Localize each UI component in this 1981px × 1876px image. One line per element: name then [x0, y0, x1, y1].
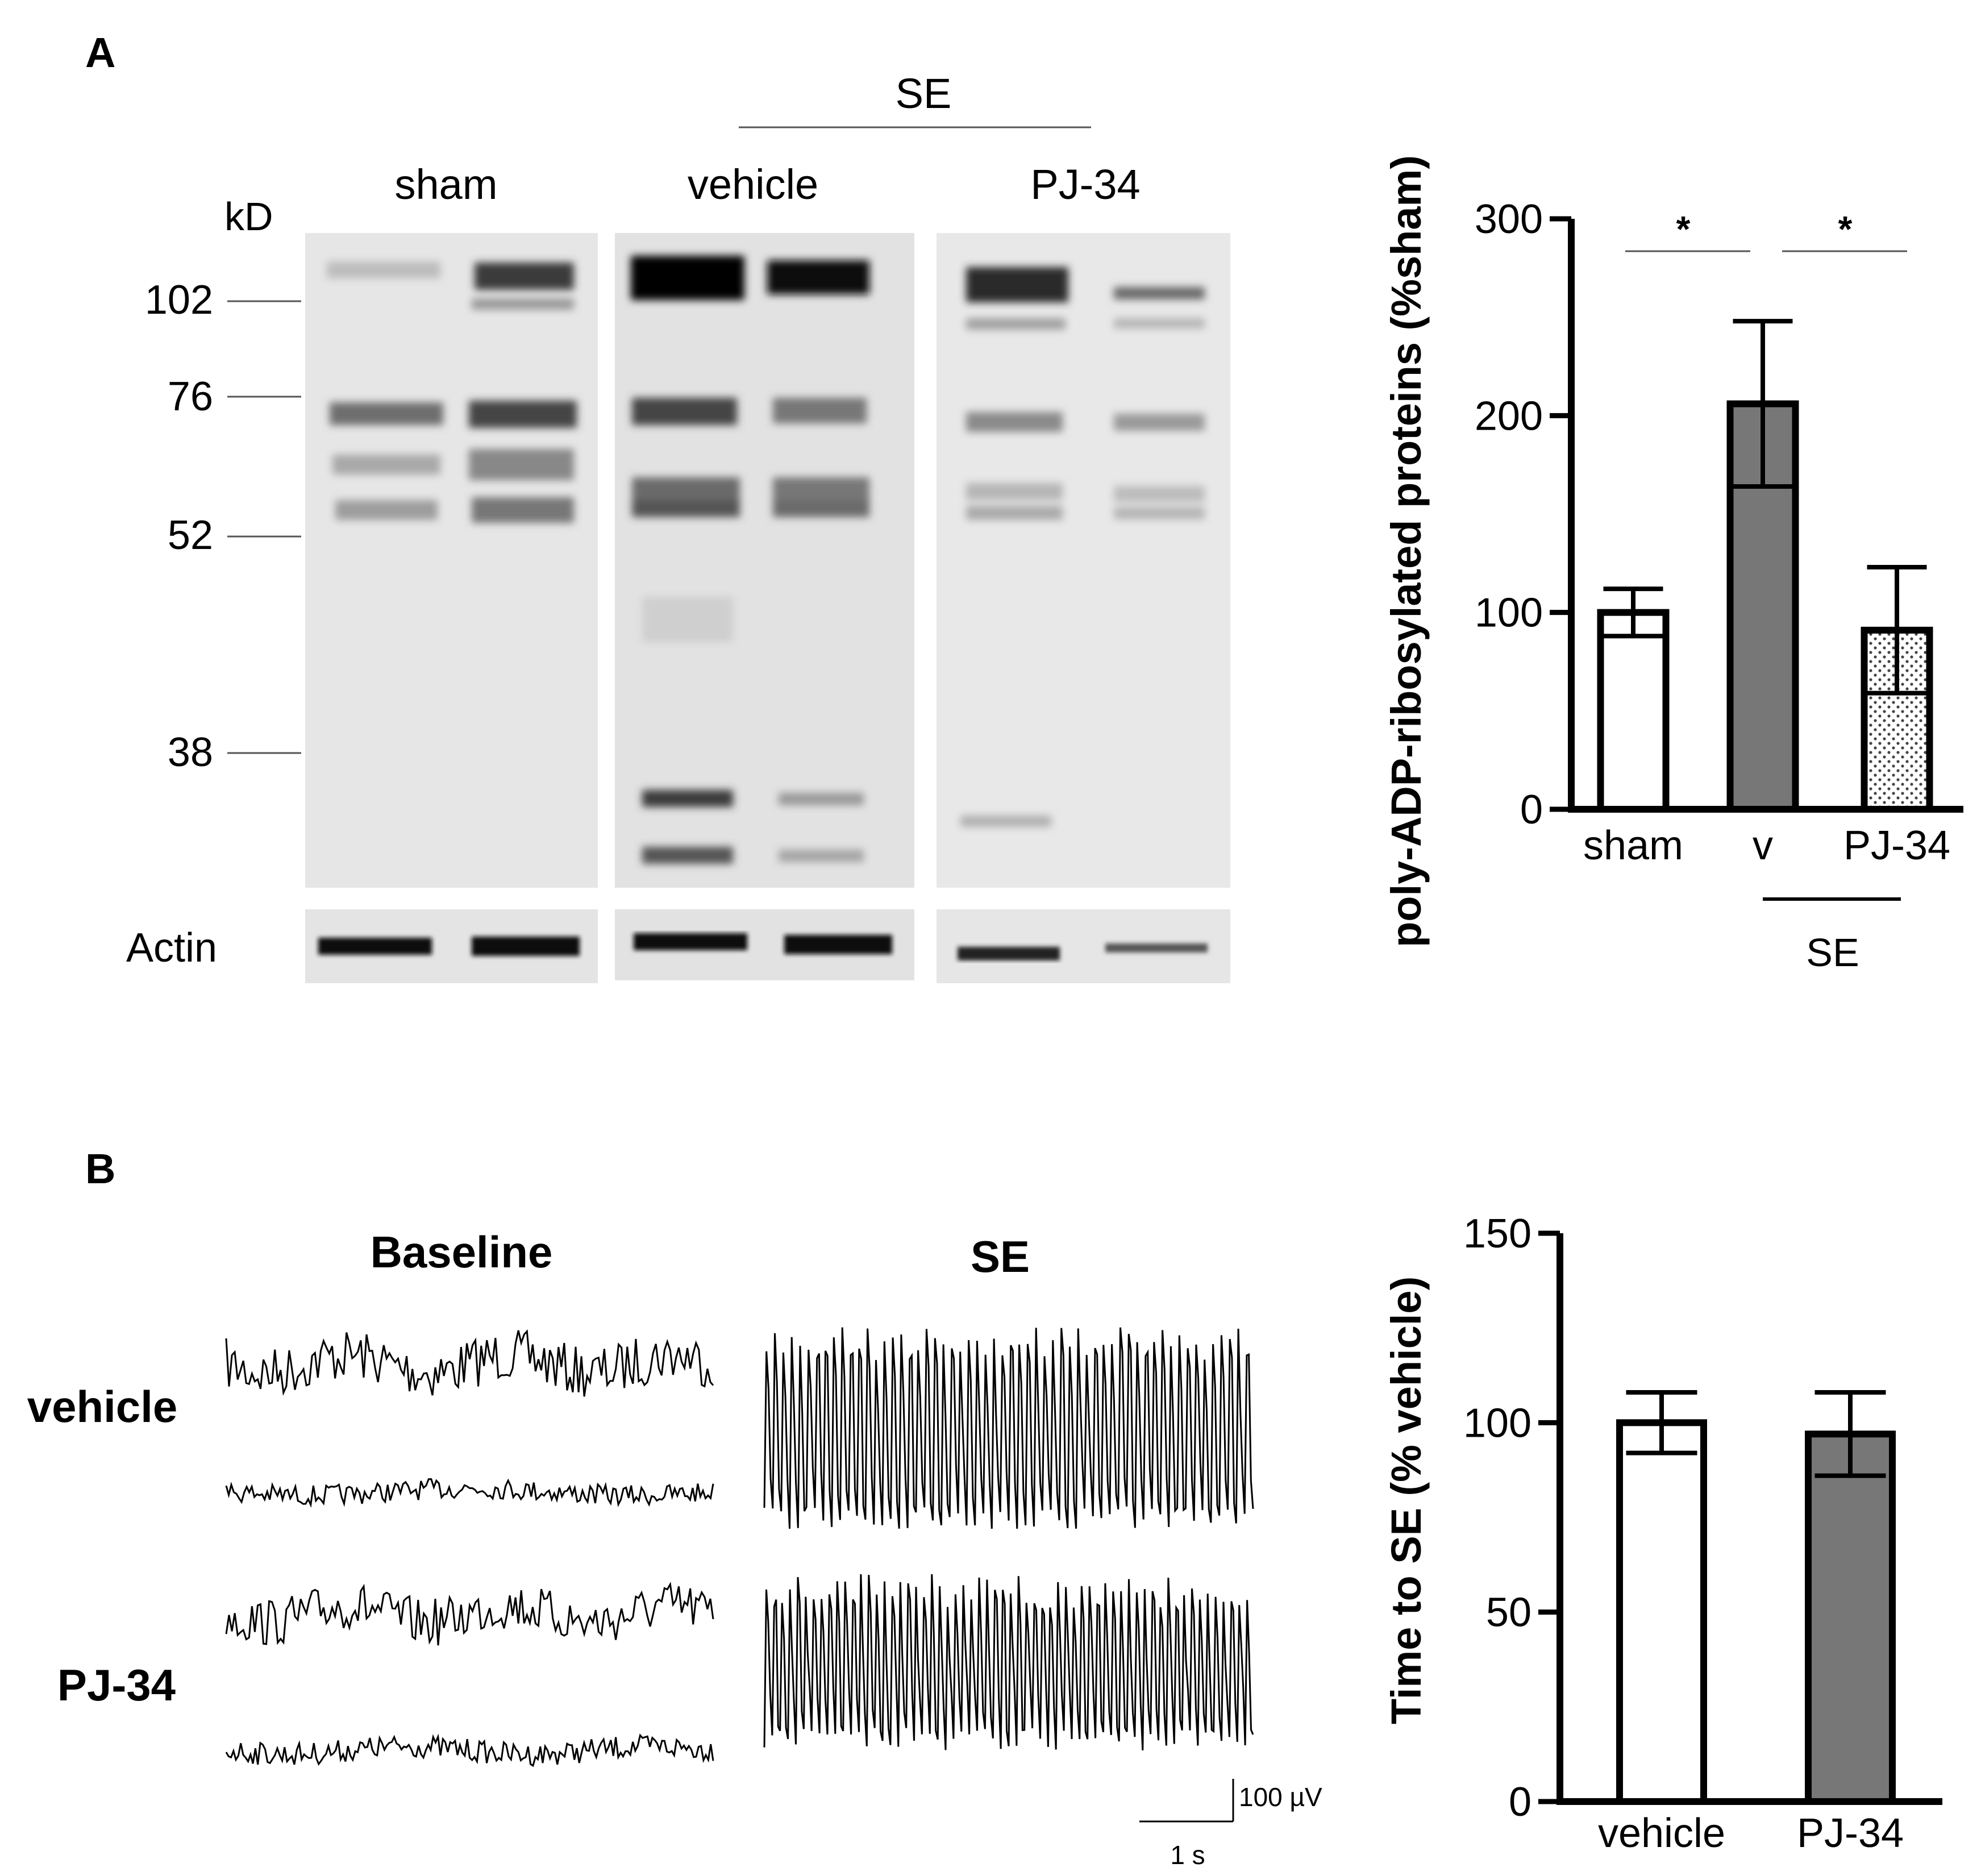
eeg-trace-se-vehicle: [763, 1327, 1254, 1529]
ytick-label-100: 100: [1463, 1400, 1531, 1446]
panel-a-letter: A: [85, 29, 115, 76]
marker-52-label: 52: [168, 513, 213, 558]
eeg-trace-baseline-pj34-2: [225, 1733, 714, 1767]
kd-label: kD: [224, 194, 273, 239]
row-label-pj34: PJ-34: [57, 1660, 176, 1710]
chart-a-error-bars: [1603, 319, 1927, 696]
xlabel-vehicle: vehicle: [1598, 1811, 1725, 1856]
ytick-label-150: 150: [1463, 1211, 1531, 1257]
ytick-label-200: 200: [1475, 393, 1543, 439]
blot-sham: [305, 233, 598, 888]
actin-bands: [318, 933, 1208, 960]
eeg-trace-baseline-vehicle-1: [225, 1329, 714, 1397]
eeg-trace-baseline-vehicle-2: [225, 1478, 714, 1508]
panel-b-eeg: B Baseline SE vehicle PJ-34 100 µV 1 s: [27, 1145, 1322, 1870]
se-bracket-label: SE: [896, 70, 952, 117]
ytick-label-100: 100: [1475, 590, 1543, 636]
chart-b-error-bars: [1626, 1390, 1886, 1478]
col-title-se: SE: [971, 1232, 1030, 1282]
group-label-vehicle: vehicle: [688, 161, 818, 208]
ytick-label-0: 0: [1509, 1779, 1531, 1825]
group-label-sham: sham: [395, 161, 498, 208]
blot-pj34: [937, 233, 1230, 888]
eeg-trace-se-pj34: [763, 1574, 1254, 1750]
xlabel-pj-34: PJ-34: [1843, 823, 1950, 868]
chart-a-se-group-label: SE: [1806, 930, 1859, 975]
xlabel-v: v: [1753, 823, 1773, 868]
chart-a-xlabels: sham v PJ-34: [1583, 823, 1950, 868]
blot-vehicle: [615, 233, 914, 888]
panel-b-letter: B: [85, 1145, 115, 1192]
ytick-label-50: 50: [1486, 1590, 1531, 1636]
xlabel-pj-34: PJ-34: [1797, 1811, 1904, 1856]
marker-38-label: 38: [168, 730, 213, 775]
blot-bands: [327, 256, 1205, 864]
sig-star-1: *: [1676, 209, 1691, 249]
chart-b: Time to SE (% vehicle) 0 50 100 150 vehicle…: [1383, 1211, 1942, 1856]
group-label-pj34: PJ-34: [1030, 161, 1140, 208]
bar-vehicle: [1616, 1419, 1707, 1805]
bar-sham: [1597, 609, 1670, 813]
sig-star-2: *: [1838, 209, 1853, 249]
ytick-label-0: 0: [1520, 787, 1543, 833]
chart-a-ylabel: poly-ADP-ribosylated proteins (%sham): [1383, 155, 1430, 947]
actin-label: Actin: [126, 925, 217, 971]
scale-amp-label: 100 µV: [1239, 1782, 1322, 1812]
chart-b-ylabel: Time to SE (% vehicle): [1383, 1276, 1430, 1724]
chart-a-bars: [1597, 400, 1933, 813]
xlabel-sham: sham: [1583, 823, 1683, 868]
chart-b-yticks: 0 50 100 150: [1463, 1211, 1560, 1825]
scale-time-label: 1 s: [1170, 1840, 1205, 1870]
panel-a-blot: A SE sham vehicle PJ-34 kD 102 76 52 38: [85, 29, 1230, 983]
col-title-baseline: Baseline: [371, 1227, 553, 1277]
marker-102-label: 102: [145, 277, 213, 323]
chart-b-bars: [1616, 1419, 1896, 1805]
chart-a-yticks: 0 100 200 300: [1475, 197, 1571, 833]
chart-a: poly-ADP-ribosylated proteins (%sham) 0 1…: [1383, 155, 1963, 975]
eeg-trace-baseline-pj34-1: [225, 1582, 714, 1646]
chart-b-xlabels: vehicle PJ-34: [1598, 1811, 1904, 1856]
row-label-vehicle: vehicle: [27, 1382, 178, 1432]
ytick-label-300: 300: [1475, 197, 1543, 242]
marker-76-label: 76: [168, 374, 213, 419]
bar-pj-34: [1805, 1430, 1896, 1805]
